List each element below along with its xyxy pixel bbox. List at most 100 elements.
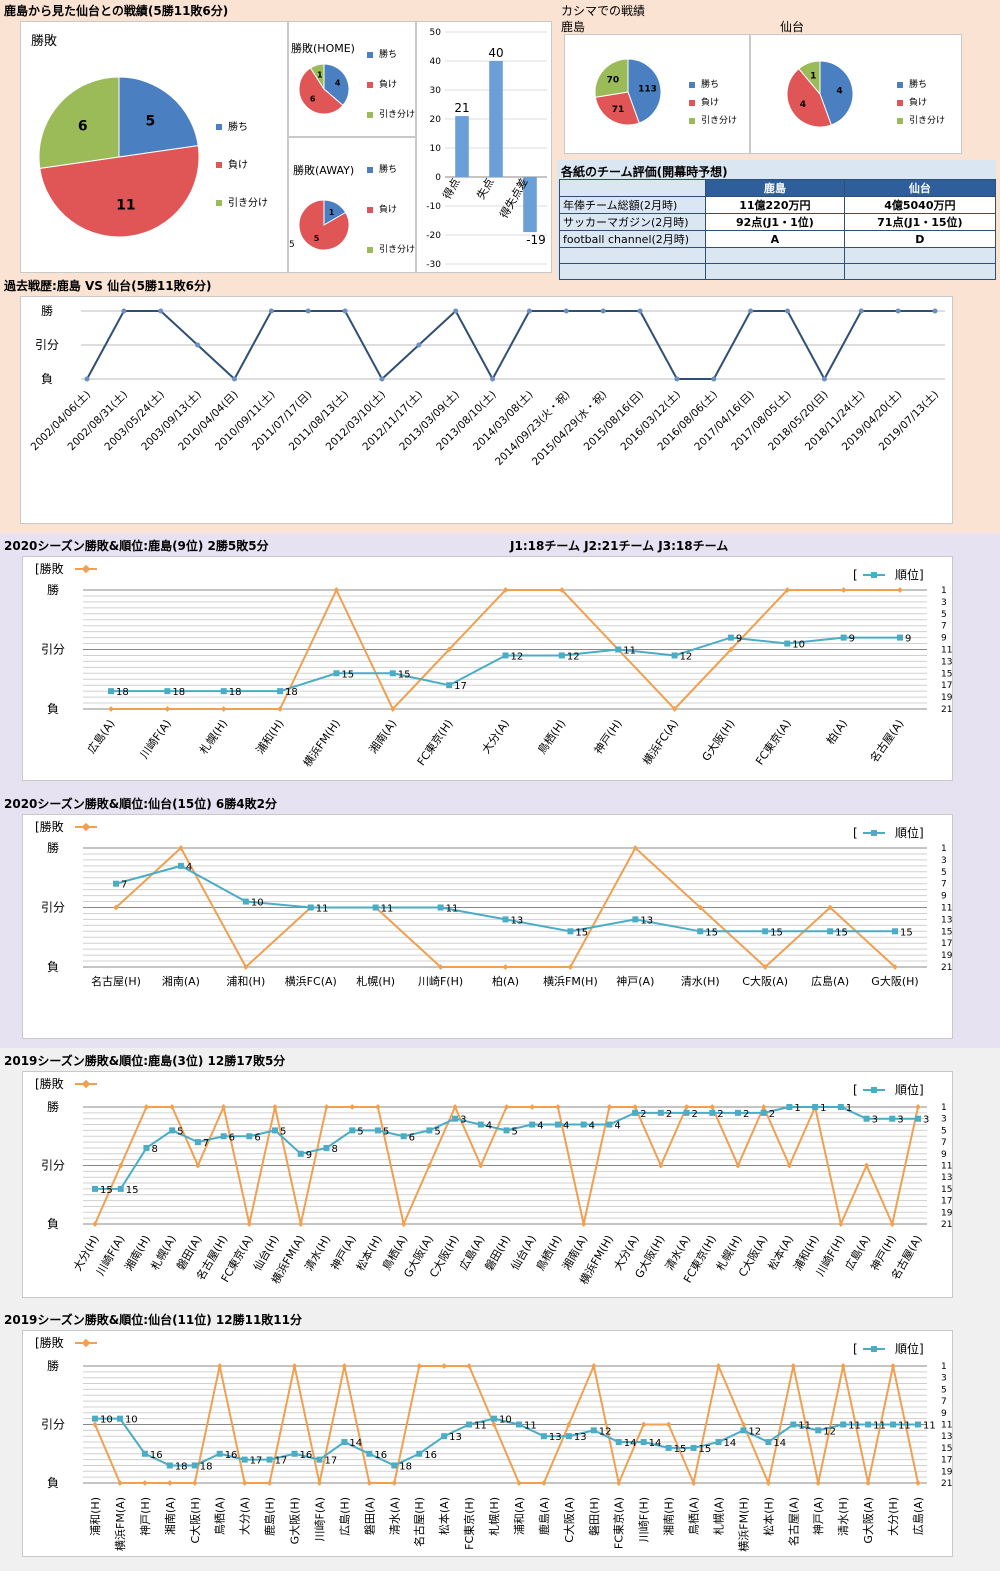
result-marker	[640, 1421, 647, 1428]
rank-data-label: 12	[748, 1426, 761, 1437]
rank-marker	[291, 1450, 298, 1457]
category-label: 横浜FM(H)	[300, 717, 343, 770]
rank-marker	[391, 1462, 398, 1469]
rank-marker	[690, 1444, 697, 1451]
result-marker	[590, 1363, 597, 1369]
rank-marker	[840, 1421, 847, 1428]
rank-marker	[515, 1421, 522, 1428]
result-marker	[541, 1480, 547, 1486]
category-label: FC東京(H)	[462, 1497, 476, 1550]
kashima-record-label: 鹿島	[561, 20, 586, 34]
result-marker	[491, 1421, 497, 1428]
category-label: 湘南(A)	[163, 1497, 177, 1535]
result-marker	[400, 1221, 407, 1227]
result-marker	[786, 1162, 793, 1169]
rank-marker	[815, 1427, 822, 1434]
rank-data-label: 1	[820, 1103, 826, 1114]
home-pie-box: 勝敗(HOME) 4 6 1 勝ち 負け 引き分け	[288, 21, 416, 137]
category-label: 札幌(H)	[487, 1497, 501, 1536]
rank-tick-label: 3	[941, 598, 947, 608]
rank-data-label: 2	[717, 1109, 723, 1120]
legend-left: [勝敗	[35, 561, 64, 576]
y-tick-label: -20	[426, 231, 441, 241]
category-label: 松本(H)	[761, 1497, 775, 1536]
rank-tick-label: 17	[941, 1197, 952, 1207]
rank-tick-label: 1	[941, 586, 947, 596]
result-marker	[895, 308, 901, 314]
result-marker	[272, 1104, 278, 1110]
rank-tick-label: 11	[941, 1162, 952, 1172]
legend-left: [勝敗	[35, 1076, 64, 1091]
rank-data-label: 4	[186, 862, 192, 873]
rank-data-label: 18	[116, 687, 129, 698]
rank-data-label: 15	[674, 1444, 687, 1455]
kh-legend-win: 勝ち	[689, 77, 719, 90]
y-tick-label: 30	[430, 86, 442, 96]
rank-marker	[92, 1185, 98, 1192]
evaluation-blank-row	[559, 247, 997, 264]
rank-tick-label: 9	[941, 1409, 947, 1419]
result-marker	[441, 1363, 447, 1369]
level-label: 引分	[41, 901, 65, 915]
result-marker	[349, 1104, 356, 1110]
eval-label: サッカーマガジン(2月時)	[559, 213, 706, 231]
rank-marker	[715, 1439, 722, 1446]
result-marker	[446, 646, 452, 653]
result-marker	[437, 964, 444, 970]
result-marker	[164, 706, 171, 712]
rank-data-label: 6	[229, 1132, 235, 1143]
rank-tick-label: 21	[941, 963, 952, 973]
y-tick-label: 0	[435, 173, 441, 183]
legend-right: 順位]	[895, 567, 924, 582]
kashima-home-pie-box: 113 71 70 勝ち 負け 引き分け	[564, 34, 750, 154]
result-marker	[735, 1162, 741, 1169]
result-marker	[323, 1104, 330, 1110]
result-marker	[453, 308, 459, 314]
rank-data-label: 15	[341, 669, 354, 680]
rank-data-label: 4	[537, 1121, 543, 1132]
rank-tick-label: 1	[941, 844, 947, 854]
rank-data-label: 8	[331, 1144, 337, 1155]
home-legend-win: 勝ち	[367, 47, 397, 60]
result-marker	[379, 376, 385, 382]
category-label: 横浜FM(H)	[736, 1497, 750, 1552]
rank-marker	[349, 1127, 356, 1134]
pie-slice-draw	[309, 63, 325, 91]
rank-data-label: 14	[349, 1438, 362, 1449]
result-marker	[765, 1480, 772, 1486]
rank-data-label: 9	[905, 634, 911, 645]
category-label: 広島(A)	[911, 1497, 925, 1535]
result-marker	[169, 1104, 175, 1110]
result-marker	[865, 1480, 871, 1486]
rank-marker	[889, 1115, 896, 1122]
rank-data-label: 18	[175, 1461, 188, 1472]
rank-data-label: 12	[511, 651, 524, 662]
chart-title-2019-sendai: 2019シーズン勝敗&順位:仙台(11位) 12勝11敗11分	[4, 1313, 303, 1327]
category-label: FC東京(A)	[752, 717, 793, 768]
result-marker	[715, 1363, 722, 1369]
result-marker	[563, 308, 569, 314]
result-marker	[416, 342, 422, 348]
result-marker	[915, 1104, 921, 1110]
result-marker	[502, 587, 509, 593]
rank-tick-label: 7	[941, 622, 947, 632]
legend-rank-marker	[871, 830, 877, 836]
result-marker	[389, 706, 396, 712]
result-marker	[600, 308, 606, 314]
rank-marker	[529, 1121, 536, 1128]
legend-lose: 負け	[216, 156, 248, 171]
rank-marker	[786, 1104, 793, 1110]
category-label: 湘南(A)	[162, 974, 200, 988]
result-marker	[615, 1480, 622, 1486]
rank-data-label: 5	[177, 1126, 183, 1137]
rank-data-label: 5	[357, 1126, 363, 1137]
rank-marker	[665, 1444, 672, 1451]
result-marker	[674, 376, 680, 382]
category-label: 広島(A)	[811, 974, 849, 988]
rank-marker	[166, 1462, 173, 1469]
rank-data-label: 2	[769, 1109, 775, 1120]
rank-tick-label: 11	[941, 904, 952, 914]
away-legend-draw: 引き分け	[367, 242, 415, 255]
result-marker	[892, 964, 898, 970]
rank-data-label: 1	[794, 1103, 800, 1114]
